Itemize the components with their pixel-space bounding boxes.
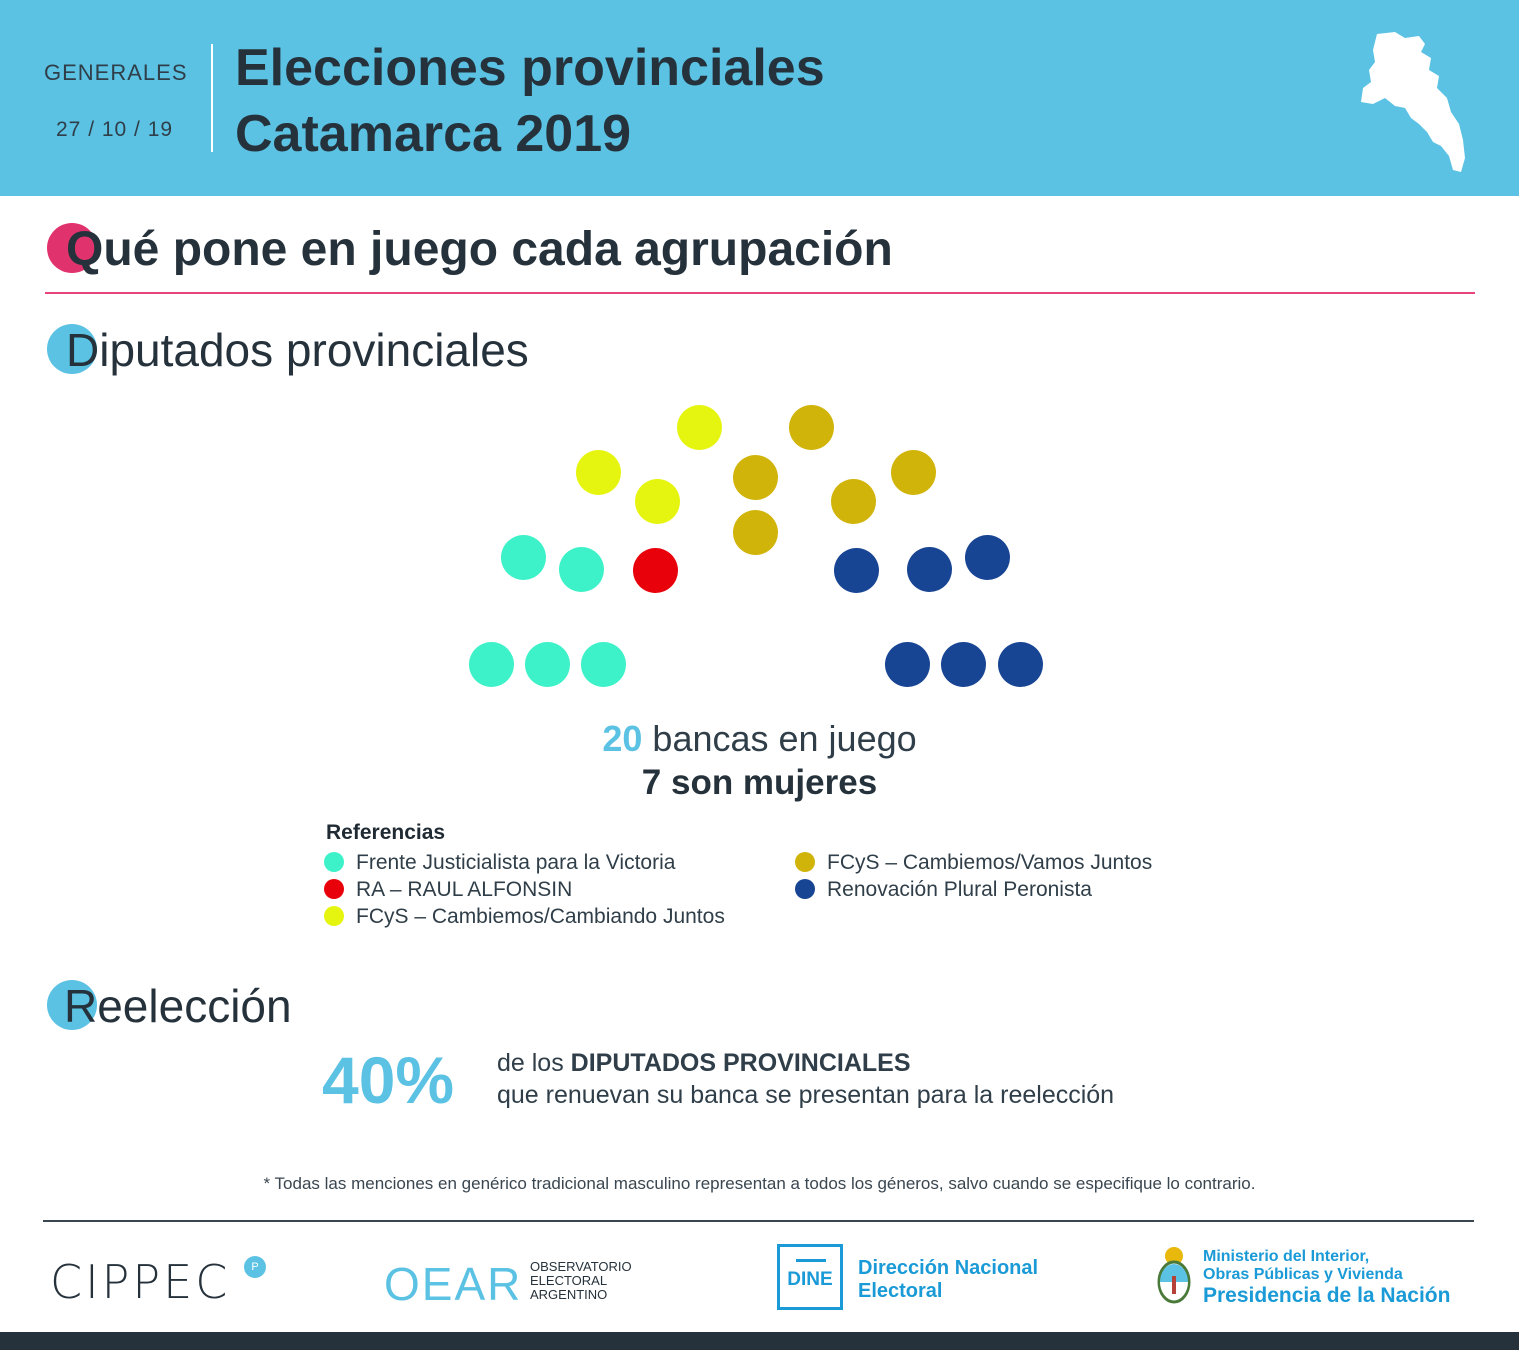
oear-text-line: ARGENTINO <box>530 1287 608 1302</box>
dine-logo: DINE <box>777 1244 843 1310</box>
legend-dot <box>324 906 344 926</box>
ministry-line1: Ministerio del Interior, <box>1203 1248 1370 1265</box>
legend-dot <box>795 852 815 872</box>
page-title-line2: Catamarca 2019 <box>235 105 632 163</box>
page-title-line1: Elecciones provinciales <box>235 39 825 97</box>
dine-logo-bar <box>796 1259 826 1262</box>
gender-note: * Todas las menciones en genérico tradic… <box>263 1174 1256 1193</box>
dine-name-line1: Dirección Nacional <box>858 1257 1039 1279</box>
seat-renovacion-plural <box>998 642 1043 687</box>
section-accent-dot <box>47 324 97 374</box>
seat-renovacion-plural <box>965 535 1010 580</box>
section-divider <box>45 292 1475 294</box>
legend-dot <box>324 852 344 872</box>
seat-cambiando-juntos <box>677 405 722 450</box>
national-coat-of-arms-icon <box>1157 1247 1191 1304</box>
oear-text-line: OBSERVATORIO <box>530 1259 632 1274</box>
reelection-percent: 40% <box>322 1043 455 1117</box>
reelection-bold: DIPUTADOS PROVINCIALES <box>570 1049 911 1077</box>
seat-frente-justicialista <box>469 642 514 687</box>
seat-vamos-juntos <box>831 479 876 524</box>
ministry-line3: Presidencia de la Nación <box>1203 1284 1451 1307</box>
seat-vamos-juntos <box>733 510 778 555</box>
legend-dot <box>324 879 344 899</box>
election-date: 27 / 10 / 19 <box>56 118 174 141</box>
seat-frente-justicialista <box>501 535 546 580</box>
legend-item: Renovación Plural Peronista <box>795 878 1092 902</box>
legend-label: Renovación Plural Peronista <box>827 878 1092 901</box>
legend-item: FCyS – Cambiemos/Vamos Juntos <box>795 851 1152 875</box>
seats-count: 20 <box>602 718 643 759</box>
reelection-text-line1: de los DIPUTADOS PROVINCIALES <box>497 1049 911 1078</box>
section-accent-dot <box>47 980 97 1030</box>
oear-logo-text: OBSERVATORIO ELECTORAL ARGENTINO <box>530 1260 632 1302</box>
legend-label: Frente Justicialista para la Victoria <box>356 851 676 874</box>
header-divider <box>211 44 213 152</box>
legend-item: Frente Justicialista para la Victoria <box>324 851 675 875</box>
legend-item: RA – RAUL ALFONSIN <box>324 878 572 902</box>
section-accent-dot <box>47 223 97 273</box>
legend-title: Referencias <box>326 821 446 844</box>
seat-frente-justicialista <box>525 642 570 687</box>
seat-vamos-juntos <box>789 405 834 450</box>
dine-logo-text: DINE <box>787 1269 833 1290</box>
oear-text-line: ELECTORAL <box>530 1273 608 1288</box>
section-title-diputados: Diputados provinciales <box>66 324 529 376</box>
seat-vamos-juntos <box>733 455 778 500</box>
seat-frente-justicialista <box>581 642 626 687</box>
election-type-label: GENERALES <box>44 60 188 85</box>
cippec-logo: CIPPEC <box>50 1255 231 1309</box>
seat-renovacion-plural <box>834 548 879 593</box>
women-summary: 7 son mujeres <box>641 763 878 802</box>
catamarca-map-icon <box>1361 32 1465 172</box>
header-banner: GENERALES 27 / 10 / 19 Elecciones provin… <box>0 0 1519 196</box>
footer-divider <box>43 1220 1474 1222</box>
section-title-main: Qué pone en juego cada agrupación <box>66 223 893 276</box>
seat-renovacion-plural <box>941 642 986 687</box>
legend-label: RA – RAUL ALFONSIN <box>356 878 573 901</box>
seat-renovacion-plural <box>885 642 930 687</box>
oear-logo: OEAR <box>384 1258 523 1310</box>
seat-ra-raul-alfonsin <box>633 548 678 593</box>
seat-cambiando-juntos <box>576 450 621 495</box>
footer-bar <box>0 1332 1519 1350</box>
ministry-line2: Obras Públicas y Vivienda <box>1203 1266 1403 1283</box>
reelection-text-line2: que renuevan su banca se presentan para … <box>497 1081 1115 1109</box>
seat-frente-justicialista <box>559 547 604 592</box>
legend-label: FCyS – Cambiemos/Vamos Juntos <box>827 851 1153 874</box>
reelection-prefix: de los <box>497 1049 564 1077</box>
seats-label: bancas en juego <box>652 718 917 759</box>
legend-label: FCyS – Cambiemos/Cambiando Juntos <box>356 905 725 928</box>
section-title-reeleccion: Reelección <box>64 980 292 1032</box>
cippec-badge-icon: P <box>244 1256 266 1278</box>
seat-vamos-juntos <box>891 450 936 495</box>
seats-summary: 20 bancas en juego <box>0 718 1519 760</box>
legend-dot <box>795 879 815 899</box>
seat-renovacion-plural <box>907 547 952 592</box>
dine-name-line2: Electoral <box>858 1280 943 1302</box>
legend-item: FCyS – Cambiemos/Cambiando Juntos <box>324 905 725 929</box>
seat-cambiando-juntos <box>635 479 680 524</box>
